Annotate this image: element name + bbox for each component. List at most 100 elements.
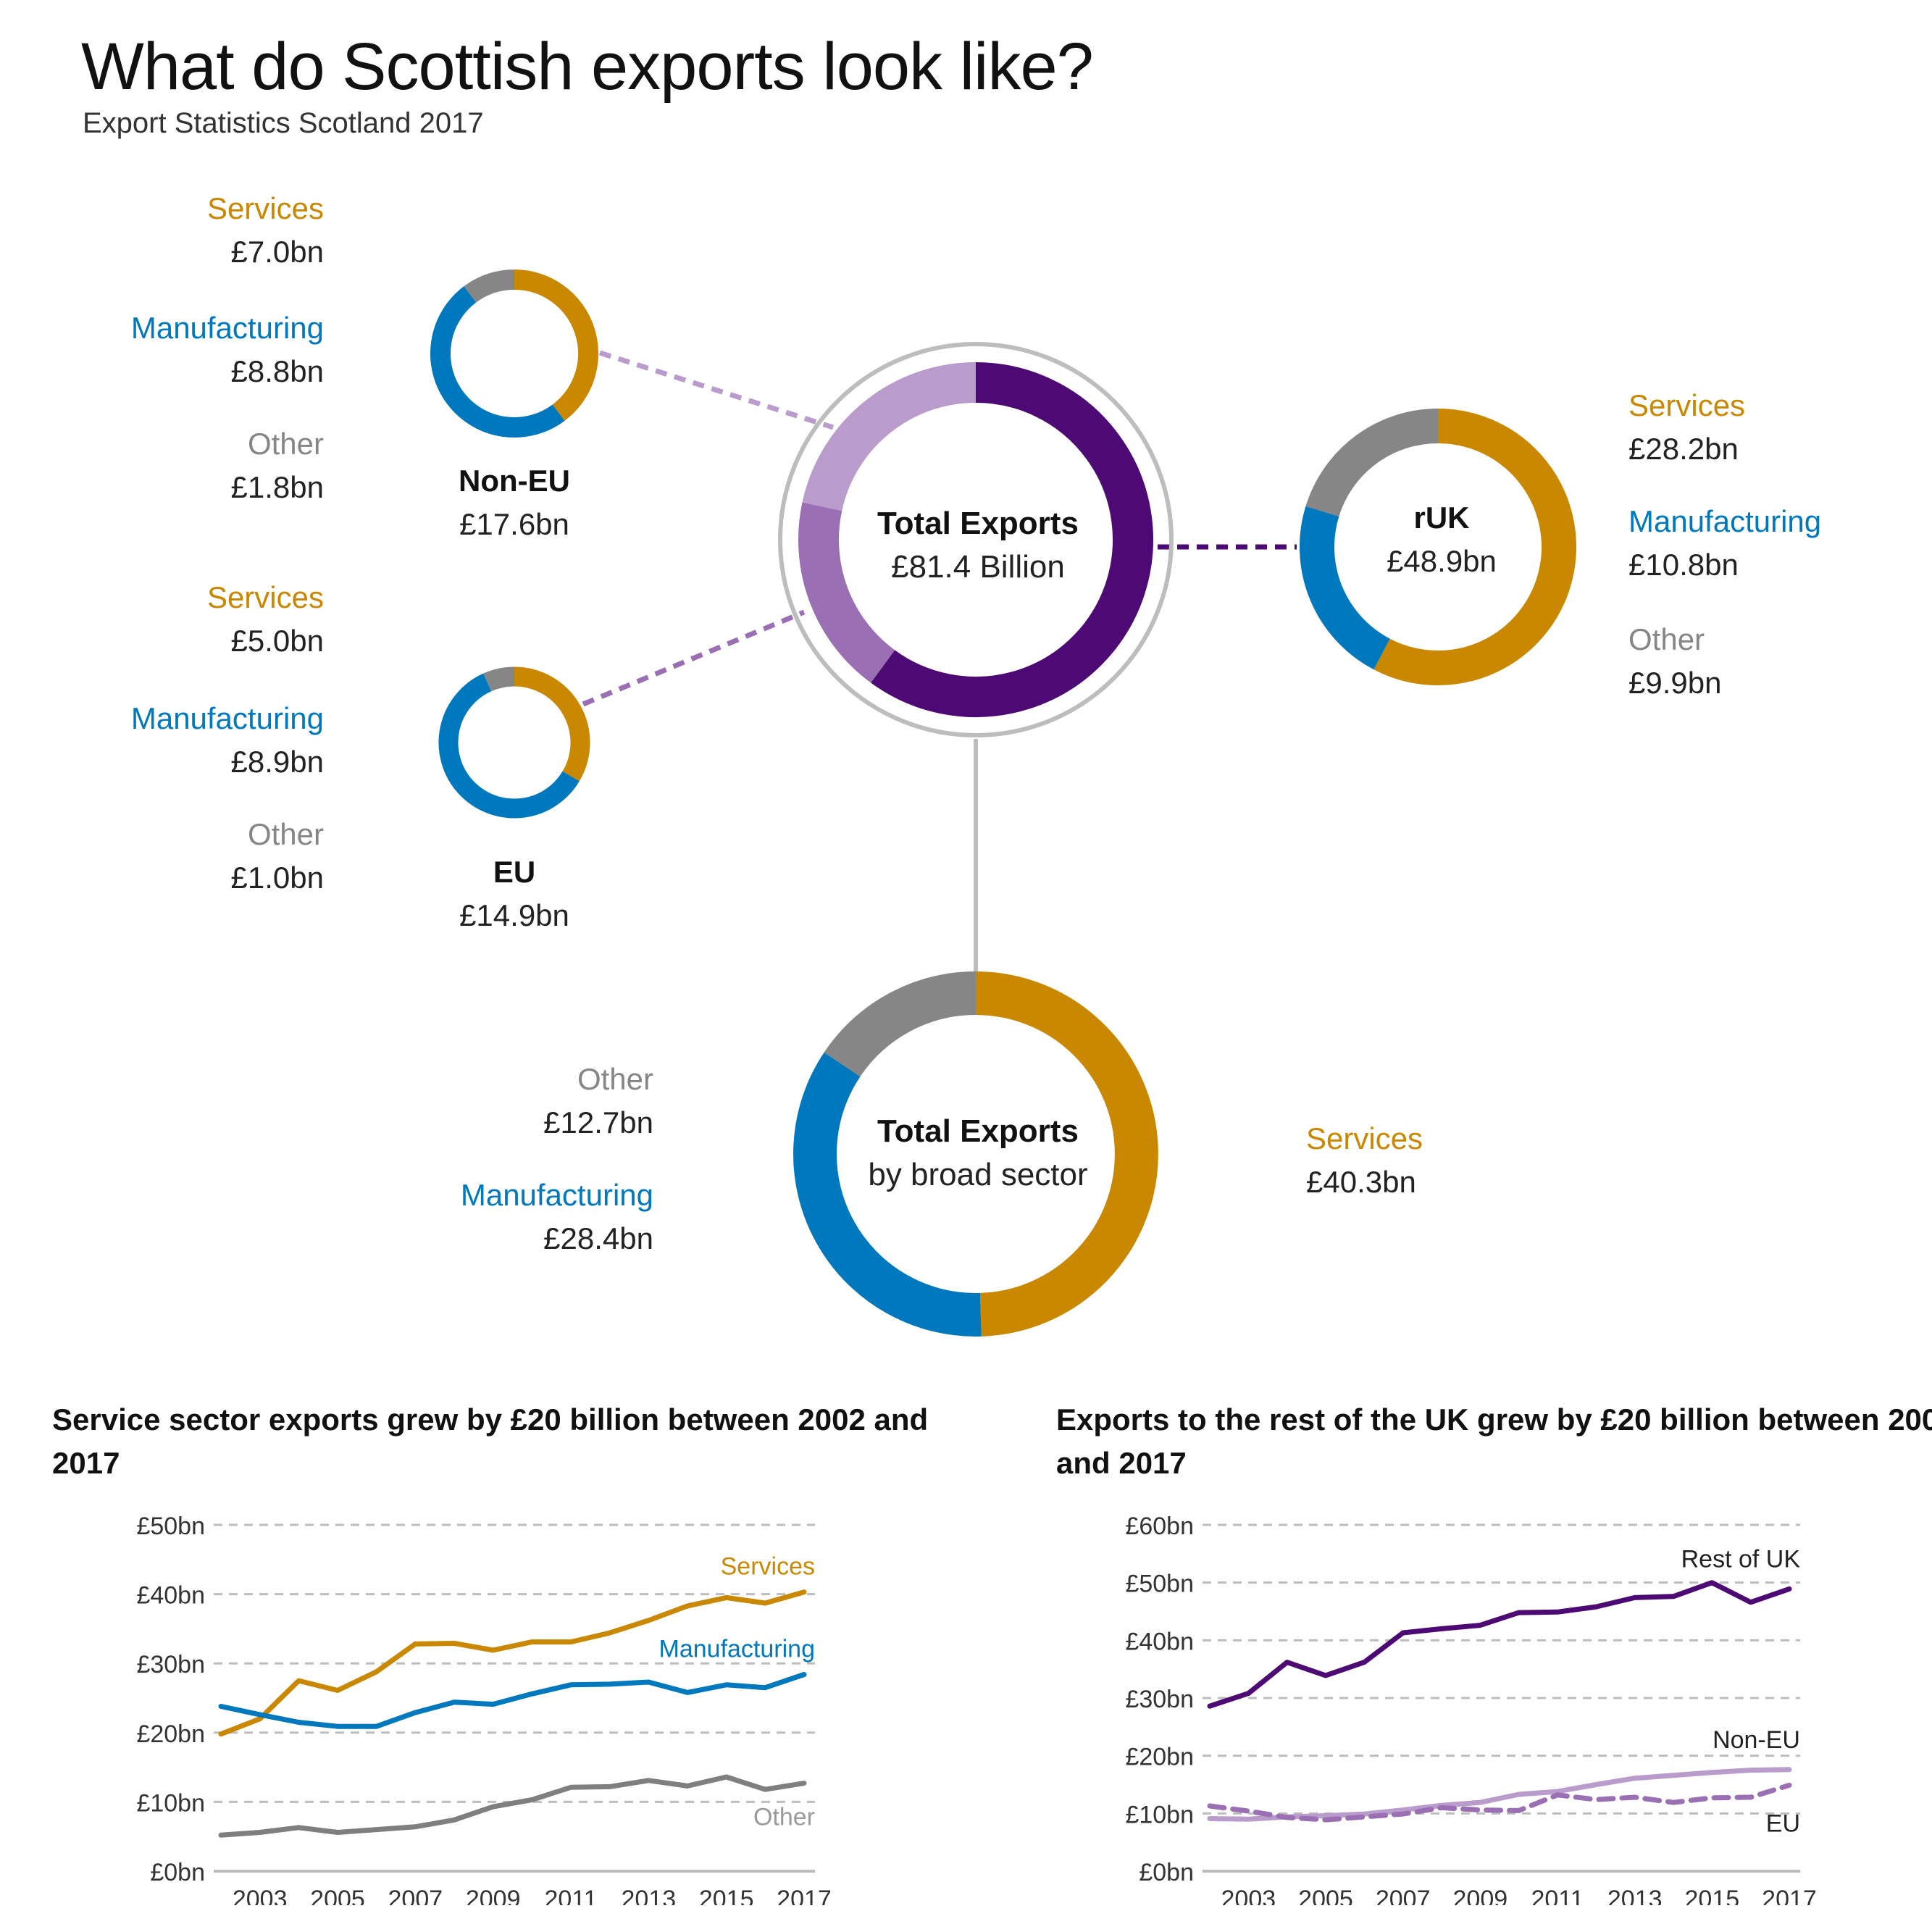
ruk-other-arc <box>1305 409 1439 517</box>
ruk-manufacturing-value: £10.8bn <box>1628 548 1739 582</box>
series-line-rest-of-uk <box>1207 1580 1792 1709</box>
sector-subtitle: by broad sector <box>868 1157 1088 1192</box>
x-tick-label: 2017 <box>1762 1886 1817 1905</box>
y-tick-label: £0bn <box>1139 1859 1194 1886</box>
nonEU-name: Non-EU <box>459 464 570 498</box>
y-tick-label: £30bn <box>136 1651 205 1678</box>
x-tick-label: 2009 <box>1453 1886 1508 1905</box>
x-tick-label: 2003 <box>233 1886 288 1905</box>
sector-manufacturing-arc <box>793 1052 982 1337</box>
y-tick-label: £0bn <box>150 1859 205 1886</box>
chart2-title: Exports to the rest of the UK grew by £2… <box>1056 1402 1932 1480</box>
nonEU-other-value: £1.8bn <box>230 470 324 504</box>
eu-other-arc <box>483 666 515 692</box>
nonEU-connector <box>598 350 835 430</box>
eu-connector <box>582 609 806 707</box>
ruk-manufacturing-name: Manufacturing <box>1628 504 1822 538</box>
ruk-name: rUK <box>1413 501 1470 535</box>
ruk-line-chart: £0bn £10bn £20bn £30bn £40bn £50bn £60bn 2003 20… <box>1125 1513 1817 1905</box>
eu-total-label: EU £14.9bn <box>406 850 623 937</box>
eu-services-name: Services <box>206 580 324 614</box>
sector-services-name: Services <box>1306 1121 1423 1155</box>
total-nonEU-arc <box>802 362 977 511</box>
total-ruk-arc <box>871 362 1153 717</box>
sector-center-label: Total Exports by broad sector <box>833 1110 1123 1197</box>
ruk-services-name: Services <box>1628 388 1746 422</box>
nonEU-manufacturing-name: Manufacturing <box>130 311 324 345</box>
ruk-services-arc <box>1373 409 1576 685</box>
donut-diagram <box>430 269 1576 1337</box>
page-subtitle: Export Statistics Scotland 2017 <box>83 107 484 139</box>
total-outer-ring <box>778 342 1174 737</box>
y-tick-label: £20bn <box>1125 1744 1194 1771</box>
ruk-other-name: Other <box>1628 622 1705 656</box>
nonEU-other-label: Other £1.8bn <box>231 422 324 509</box>
sector-services-value: £40.3bn <box>1306 1165 1416 1199</box>
total-value: £81.4 Billion <box>891 549 1065 585</box>
series-label: Rest of UK <box>1681 1545 1801 1573</box>
y-tick-label: £10bn <box>136 1789 205 1817</box>
eu-name: EU <box>493 855 536 889</box>
page-title: What do Scottish exports look like? <box>81 30 1094 104</box>
series-line-manufacturing <box>218 1672 807 1729</box>
x-tick-label: 2009 <box>466 1886 521 1905</box>
x-tick-label: 2015 <box>699 1886 754 1905</box>
x-tick-label: 2007 <box>388 1886 443 1905</box>
series-label: Services <box>721 1553 815 1581</box>
chart1-title: Service sector exports grew by £20 billi… <box>52 1402 929 1480</box>
nonEU-manufacturing-label: Manufacturing £8.8bn <box>131 306 324 393</box>
ruk-other-value: £9.9bn <box>1628 666 1722 700</box>
nonEU-manufacturing-value: £8.8bn <box>230 354 324 388</box>
y-tick-label: £50bn <box>136 1513 205 1540</box>
eu-other-name: Other <box>247 817 324 851</box>
x-tick-label: 2005 <box>310 1886 365 1905</box>
ruk-total: £48.9bn <box>1387 544 1497 578</box>
nonEU-services-value: £7.0bn <box>230 235 324 269</box>
eu-manufacturing-label: Manufacturing £8.9bn <box>131 697 324 784</box>
nonEU-manufacturing-arc <box>430 286 565 438</box>
x-tick-label: 2015 <box>1685 1886 1740 1905</box>
total-title: Total Exports <box>877 506 1079 541</box>
ruk-manufacturing-label: Manufacturing £10.8bn <box>1628 500 1821 587</box>
eu-services-value: £5.0bn <box>230 624 324 658</box>
nonEU-other-arc <box>464 269 515 303</box>
connector-lines <box>582 350 1297 978</box>
ruk-services-value: £28.2bn <box>1628 432 1739 466</box>
series-label: Other <box>753 1804 815 1831</box>
x-tick-label: 2003 <box>1221 1886 1276 1905</box>
sector-other-name: Other <box>577 1062 653 1096</box>
sector-services-label: Services £40.3bn <box>1306 1117 1423 1204</box>
nonEU-services-name: Services <box>206 191 324 225</box>
nonEU-other-name: Other <box>247 427 324 461</box>
nonEU-services-label: Services £7.0bn <box>207 187 324 274</box>
series-line-services <box>218 1589 807 1737</box>
total-center-label: Total Exports £81.4 Billion <box>833 502 1123 589</box>
donut-rings <box>430 269 1576 1337</box>
sector-other-label: Other £12.7bn <box>543 1058 653 1145</box>
eu-total: £14.9bn <box>459 898 569 932</box>
y-tick-label: £10bn <box>1125 1801 1194 1828</box>
sector-title: Total Exports <box>877 1113 1079 1149</box>
sector-manufacturing-name: Manufacturing <box>460 1178 653 1212</box>
x-tick-label: 2011 <box>544 1886 597 1905</box>
sector-manufacturing-label: Manufacturing £28.4bn <box>461 1174 653 1260</box>
x-tick-label: 2013 <box>1607 1886 1663 1905</box>
eu-services-label: Services £5.0bn <box>207 576 324 663</box>
y-tick-label: £20bn <box>136 1720 205 1748</box>
eu-manufacturing-arc <box>438 673 580 819</box>
series-label: EU <box>1766 1810 1800 1837</box>
services-line-chart: £0bn £10bn £20bn £30bn £40bn £50bn 2003 2005 200… <box>136 1513 831 1905</box>
series-line-other <box>218 1774 807 1838</box>
eu-manufacturing-value: £8.9bn <box>230 745 324 779</box>
series-label: Non-EU <box>1713 1726 1800 1754</box>
y-tick-label: £40bn <box>1125 1628 1194 1655</box>
ruk-other-label: Other £9.9bn <box>1628 618 1721 705</box>
nonEU-services-arc <box>514 269 598 421</box>
eu-services-arc <box>514 666 590 782</box>
ruk-manufacturing-arc <box>1300 506 1391 670</box>
y-tick-label: £60bn <box>1125 1513 1194 1540</box>
series-line-eu <box>1207 1782 1792 1823</box>
y-tick-label: £30bn <box>1125 1686 1194 1713</box>
eu-other-value: £1.0bn <box>230 861 324 895</box>
